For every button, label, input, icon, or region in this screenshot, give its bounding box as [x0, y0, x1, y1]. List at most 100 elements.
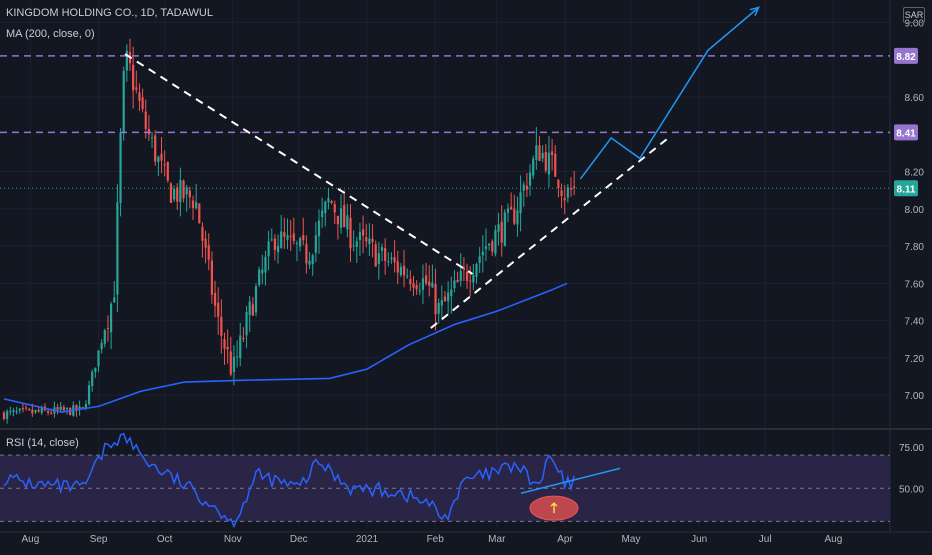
rsi-legend[interactable]: RSI (14, close)	[6, 437, 79, 449]
candle-body	[195, 201, 198, 209]
candle-body	[472, 275, 475, 283]
candle-body	[34, 409, 37, 413]
candle-body	[447, 292, 450, 302]
candle-body	[362, 229, 365, 236]
price-tag	[894, 180, 918, 197]
candle-body	[207, 245, 210, 260]
candle-body	[557, 179, 560, 188]
candle-body	[223, 339, 226, 349]
candle-body	[198, 203, 201, 224]
ma-legend[interactable]: MA (200, close, 0)	[6, 28, 95, 40]
candle-body	[339, 208, 343, 228]
trendline	[430, 137, 670, 329]
price-tag-label: 8.11	[897, 184, 916, 195]
candle-body	[59, 406, 62, 411]
candle-body	[327, 198, 330, 203]
candle-body	[484, 246, 488, 250]
candle-body	[380, 247, 384, 251]
candle-body	[541, 153, 544, 159]
price-tick-label: 8.20	[905, 167, 925, 178]
candle-body	[343, 205, 346, 227]
time-axis-label: May	[622, 534, 641, 545]
projection-path	[579, 6, 760, 180]
candle-body	[563, 198, 566, 201]
candle-body	[6, 411, 9, 419]
currency-badge[interactable]: SAR	[903, 7, 925, 23]
candle-body	[352, 245, 355, 247]
candle-body	[396, 261, 399, 273]
candle-body	[456, 279, 459, 283]
candle-body	[91, 371, 94, 387]
projection-arrowhead	[749, 6, 760, 16]
candle-body	[475, 264, 478, 277]
candle-body	[431, 282, 434, 288]
symbol-legend[interactable]: KINGDOM HOLDING CO., 1D, TADAWUL	[6, 7, 213, 19]
candle-body	[500, 221, 503, 243]
rsi-line	[3, 432, 575, 529]
price-tag	[894, 47, 918, 64]
candle-body	[9, 410, 12, 412]
candle-body	[387, 261, 390, 263]
candle-body	[494, 230, 497, 254]
candle-body	[110, 303, 113, 333]
candle-body	[248, 301, 251, 316]
candle-body	[40, 407, 43, 413]
candle-body	[368, 238, 371, 244]
candle-body	[204, 238, 207, 248]
candle-body	[154, 135, 157, 162]
time-axis-label: Aug	[22, 534, 40, 545]
candle-body	[21, 408, 24, 410]
candle-body	[119, 132, 122, 204]
candle-body	[232, 356, 236, 373]
candle-body	[355, 241, 358, 247]
candle-body	[425, 275, 428, 284]
candle-body	[453, 280, 456, 289]
rsi-trendline	[520, 467, 621, 494]
candle-body	[217, 302, 220, 317]
candle-body	[94, 367, 97, 372]
candle-body	[62, 407, 65, 411]
candle-body	[150, 137, 154, 139]
candle-body	[141, 97, 144, 109]
candle-body	[135, 87, 138, 90]
candle-body	[336, 215, 339, 225]
candle-body	[434, 284, 437, 315]
time-axis-label: Oct	[157, 534, 173, 545]
candle-body	[122, 70, 125, 134]
candle-body	[261, 269, 264, 274]
candle-body	[573, 186, 576, 188]
time-axis-label: Apr	[557, 534, 573, 545]
candle-body	[2, 412, 6, 419]
candle-body	[173, 188, 176, 200]
candle-body	[245, 312, 248, 336]
candle-body	[100, 342, 103, 350]
candle-body	[399, 266, 402, 276]
candle-body	[465, 271, 469, 282]
candle-body	[163, 164, 166, 166]
time-axis-label: Feb	[427, 534, 445, 545]
candle-body	[560, 190, 563, 197]
candle-body	[132, 64, 135, 91]
candle-body	[374, 244, 377, 267]
candle-body	[324, 201, 327, 214]
candle-body	[273, 238, 276, 250]
rsi-tick-label: 75.00	[899, 443, 924, 454]
price-tick-label: 8.60	[905, 93, 925, 104]
candle-body	[144, 111, 147, 129]
time-axis-label: Jul	[759, 534, 772, 545]
candle-body	[113, 297, 116, 303]
candle-body	[65, 407, 69, 410]
candle-body	[510, 206, 513, 210]
time-axis-label: Nov	[224, 534, 242, 545]
time-axis-label: Jun	[691, 534, 707, 545]
candle-body	[358, 231, 362, 241]
candle-body	[538, 145, 541, 161]
candle-body	[440, 300, 443, 306]
candle-body	[506, 208, 510, 213]
candle-body	[346, 215, 349, 230]
candle-body	[87, 385, 91, 405]
candle-body	[254, 286, 258, 313]
candle-body	[412, 283, 415, 288]
candle-body	[157, 156, 160, 163]
